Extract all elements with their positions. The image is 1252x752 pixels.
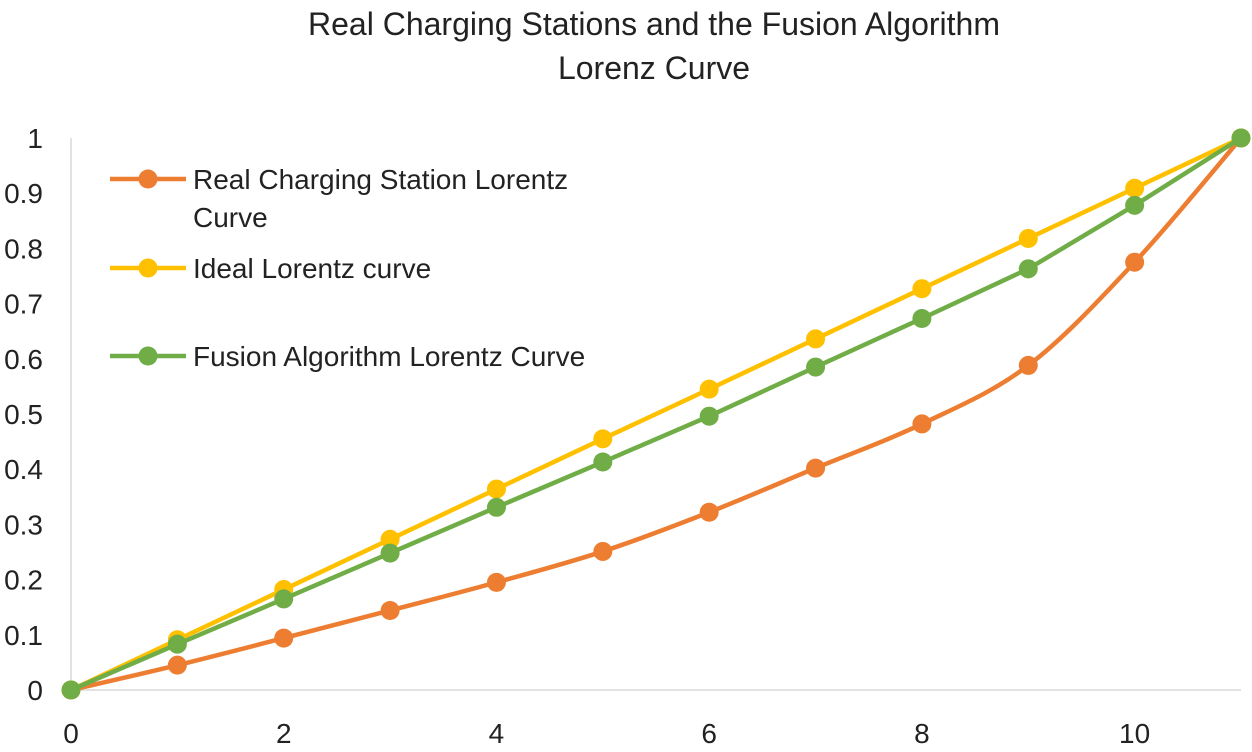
x-tick-label: 0: [63, 718, 79, 749]
legend-entry-0: Real Charging Station Lorentz Curve: [110, 164, 568, 233]
series-point: [1018, 355, 1038, 375]
y-tick-label: 0.8: [4, 233, 43, 264]
series-point: [912, 414, 932, 434]
axes: 00.10.20.30.40.50.60.70.80.910 2 4 6 8 10: [4, 123, 1241, 749]
series-point: [593, 429, 613, 449]
series-point: [806, 329, 826, 349]
y-tick-label: 0.6: [4, 344, 43, 375]
legend-label: Ideal Lorentz curve: [193, 253, 431, 284]
series-point: [380, 543, 400, 563]
series-point: [912, 279, 932, 299]
legend-label: Real Charging Station Lorentz: [193, 164, 568, 195]
y-tick-label: 0.7: [4, 289, 43, 320]
x-tick-label: 6: [701, 718, 717, 749]
series-point: [1018, 259, 1038, 279]
series-point: [912, 309, 932, 329]
series-point: [1231, 128, 1251, 148]
y-tick-label: 0.9: [4, 178, 43, 209]
series-point: [806, 357, 826, 377]
series-point: [61, 680, 81, 700]
legend-label: Curve: [193, 202, 268, 233]
series-line: [70, 135, 1242, 693]
chart-title-line-2: Lorenz Curve: [557, 50, 751, 86]
chart-title-line-1: Real Charging Stations and the Fusion Al…: [308, 6, 1000, 42]
x-tick-label: 4: [489, 718, 505, 749]
x-tick-label: 10: [1119, 718, 1150, 749]
series-point: [1018, 228, 1038, 248]
series-point: [699, 379, 719, 399]
series-point: [699, 406, 719, 426]
y-tick-label: 0: [27, 675, 43, 706]
series-point: [1125, 178, 1145, 198]
series-point: [380, 601, 400, 621]
series-point: [167, 634, 187, 654]
series-point: [593, 541, 613, 561]
legend-entry-1: Ideal Lorentz curve: [110, 253, 431, 284]
legend-entry-2: Fusion Algorithm Lorentz Curve: [110, 341, 585, 372]
y-tick-label: 1: [27, 123, 43, 154]
series-point: [486, 479, 506, 499]
series-point: [1125, 252, 1145, 272]
series-point: [167, 655, 187, 675]
series-point: [274, 589, 294, 609]
legend-marker: [138, 258, 158, 278]
series-2: [61, 128, 1251, 700]
legend-marker: [138, 346, 158, 366]
series-point: [593, 452, 613, 472]
y-tick-label: 0.1: [4, 620, 43, 651]
legend-label: Fusion Algorithm Lorentz Curve: [193, 341, 585, 372]
x-tick-label: 2: [276, 718, 292, 749]
series-point: [1125, 195, 1145, 215]
series-line: [70, 136, 1243, 693]
series-point: [486, 497, 506, 517]
y-tick-label: 0.3: [4, 509, 43, 540]
y-tick-label: 0.4: [4, 454, 43, 485]
chart-title: Real Charging Stations and the Fusion Al…: [0, 0, 1252, 90]
y-tick-label: 0.2: [4, 565, 43, 596]
legend: Real Charging Station Lorentz Curve Ideal …: [110, 164, 585, 372]
series-layer: [61, 128, 1251, 700]
series-point: [380, 529, 400, 549]
series-0: [61, 128, 1251, 700]
legend-marker: [138, 169, 158, 189]
series-point: [274, 628, 294, 648]
y-tick-label: 0.5: [4, 399, 43, 430]
series-point: [699, 502, 719, 522]
x-tick-label: 8: [914, 718, 930, 749]
series-point: [806, 458, 826, 478]
series-point: [486, 572, 506, 592]
